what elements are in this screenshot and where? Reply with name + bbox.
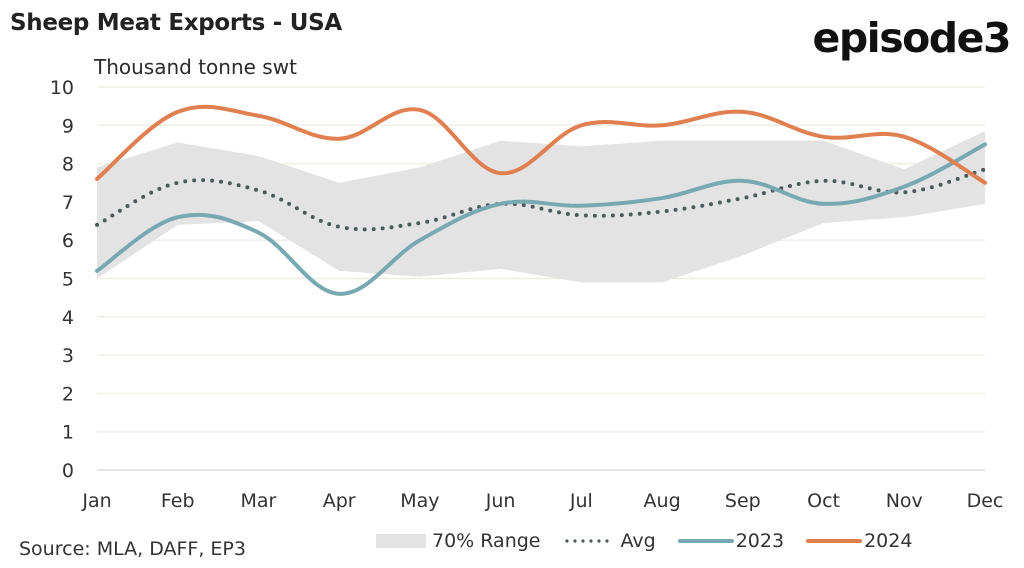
y-tick-label: 2 — [62, 383, 74, 405]
legend-item-avg: Avg — [562, 530, 656, 552]
series-line-2024 — [95, 104, 987, 185]
y-tick-label: 3 — [62, 345, 74, 367]
legend-swatch-2024 — [806, 539, 863, 543]
x-tick-label: Feb — [161, 490, 195, 512]
legend-label-range: 70% Range — [432, 530, 541, 552]
legend-item-2024: 2024 — [806, 530, 912, 552]
legend-label-avg: Avg — [620, 530, 656, 552]
y-tick-label: 10 — [50, 77, 74, 99]
series-lines — [95, 104, 987, 296]
y-tick-label: 9 — [62, 115, 74, 137]
x-tick-label: Jan — [81, 490, 111, 512]
range-band-area — [97, 131, 985, 283]
legend-label-2023: 2023 — [735, 530, 785, 552]
x-tick-label: Mar — [241, 490, 277, 512]
legend: 70% Range Avg 2023 2024 — [376, 530, 934, 552]
range-band — [97, 131, 985, 283]
x-tick-label: Oct — [807, 490, 840, 512]
x-tick-label: Jul — [569, 490, 593, 512]
y-tick-label: 1 — [62, 422, 74, 444]
y-axis-ticks: 0 1 2 3 4 5 6 7 8 9 10 — [50, 77, 74, 482]
y-axis-unit-label: Thousand tonne swt — [94, 55, 297, 79]
x-axis-ticks: Jan Feb Mar Apr May Jun Jul Aug Sep Oct Nov Dec — [81, 490, 1003, 512]
legend-item-2023: 2023 — [677, 530, 785, 552]
y-tick-label: 4 — [62, 307, 74, 329]
legend-swatch-2023 — [677, 539, 734, 543]
chart-title: Sheep Meat Exports - USA — [10, 10, 342, 36]
legend-swatch-avg — [562, 539, 613, 543]
brand-logo: episode3 — [812, 14, 1012, 62]
source-note: Source: MLA, DAFF, EP3 — [19, 538, 246, 560]
x-tick-label: Dec — [967, 490, 1004, 512]
legend-item-range: 70% Range — [376, 530, 541, 552]
y-tick-label: 8 — [62, 154, 74, 176]
series-line-avg — [95, 167, 987, 232]
legend-swatch-range — [376, 534, 426, 548]
x-tick-label: May — [400, 490, 439, 512]
y-tick-label: 0 — [62, 460, 74, 482]
y-tick-label: 5 — [62, 269, 74, 291]
legend-label-2024: 2024 — [864, 530, 913, 552]
x-tick-label: Apr — [323, 490, 356, 512]
y-tick-label: 7 — [62, 192, 74, 214]
series-line-2023 — [95, 142, 987, 296]
x-tick-label: Aug — [644, 490, 681, 512]
x-tick-label: Nov — [886, 490, 923, 512]
y-tick-label: 6 — [62, 230, 74, 252]
x-tick-label: Jun — [485, 490, 516, 512]
x-tick-label: Sep — [725, 490, 761, 512]
